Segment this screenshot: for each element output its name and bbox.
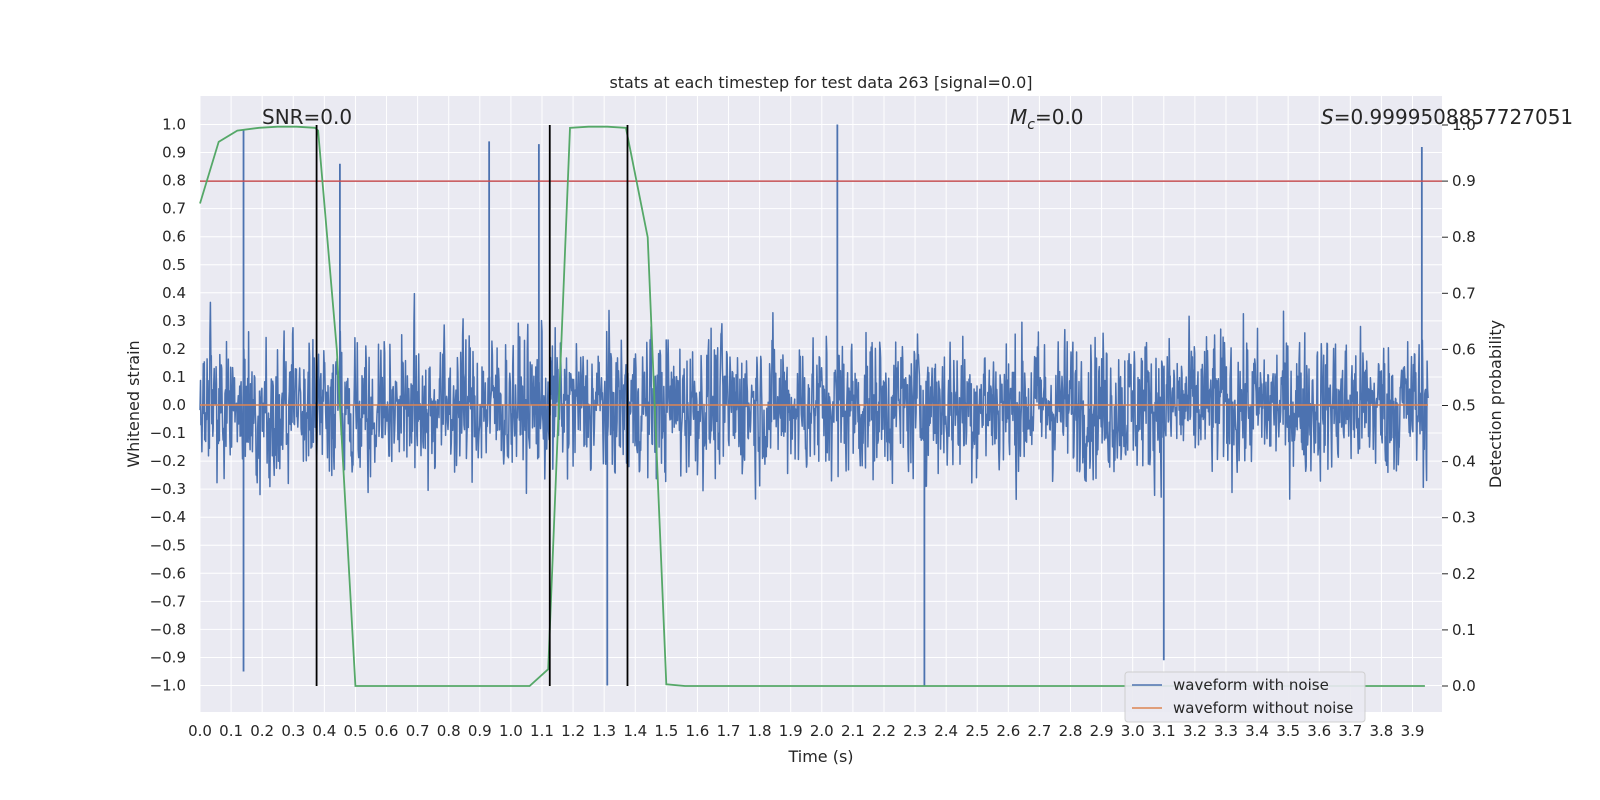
x-tick-label: 1.6 — [686, 722, 710, 740]
series-detection-probability — [199, 125, 1425, 687]
x-tick-label: 1.7 — [717, 722, 741, 740]
x-tick-label: 3.0 — [1121, 722, 1145, 740]
y2-tick-label: 0.5 — [1452, 397, 1476, 415]
s-annotation: S=0.9999508857727051 — [1321, 105, 1573, 129]
x-tick-label: 3.7 — [1338, 722, 1362, 740]
y-tick-label: −0.4 — [150, 508, 186, 526]
y-tick-label: 0.7 — [162, 200, 186, 218]
x-tick-label: 3.6 — [1307, 722, 1331, 740]
x-tick-label: 3.9 — [1401, 722, 1425, 740]
x-tick-label: 0.7 — [406, 722, 430, 740]
y2-tick-label: 0.0 — [1452, 677, 1476, 695]
x-tick-label: 0.2 — [250, 722, 274, 740]
mc-subscript: c — [1027, 117, 1035, 133]
mc-symbol: M — [1010, 105, 1027, 129]
y-tick-label: −0.7 — [150, 592, 186, 610]
legend: waveform with noise waveform without noi… — [1124, 671, 1366, 723]
x-tick-label: 3.5 — [1276, 722, 1300, 740]
x-tick-label: 0.4 — [312, 722, 336, 740]
y-tick-label: 0.5 — [162, 256, 186, 274]
legend-label-noise: waveform with noise — [1173, 676, 1329, 694]
y2-tick-label: 0.8 — [1452, 228, 1476, 246]
y-tick-label: 1.0 — [162, 116, 186, 134]
x-tick-label: 1.1 — [530, 722, 554, 740]
y2-tick-label: 0.3 — [1452, 509, 1476, 527]
x-tick-label: 2.2 — [872, 722, 896, 740]
y2-tick-label: 0.1 — [1452, 621, 1476, 639]
x-tick-label: 2.5 — [965, 722, 989, 740]
x-tick-label: 0.6 — [375, 722, 399, 740]
noise-trace — [199, 292, 1429, 501]
y-tick-label: 0.1 — [162, 368, 186, 386]
y-tick-label: −1.0 — [150, 677, 186, 695]
x-tick-label: 0.5 — [344, 722, 368, 740]
y2-tick-label: 1.0 — [1452, 116, 1476, 134]
x-axis-label: Time (s) — [787, 747, 853, 766]
x-tick-label: 3.2 — [1183, 722, 1207, 740]
y2-tick-label: 0.2 — [1452, 565, 1476, 583]
mc-annotation: Mc=0.0 — [1010, 105, 1084, 133]
x-tick-label: 2.7 — [1028, 722, 1052, 740]
y-tick-label: 0.9 — [162, 144, 186, 162]
y2-tick-label: 0.6 — [1452, 340, 1476, 358]
x-tick-label: 1.9 — [779, 722, 803, 740]
x-tick-label: 1.0 — [499, 722, 523, 740]
y2-tick-label: 0.4 — [1452, 453, 1476, 471]
x-tick-label: 2.6 — [996, 722, 1020, 740]
x-tick-label: 2.8 — [1059, 722, 1083, 740]
chart-title: stats at each timestep for test data 263… — [609, 73, 1032, 92]
x-tick-label: 2.0 — [810, 722, 834, 740]
x-tick-label: 2.3 — [903, 722, 927, 740]
y-tick-label: −0.3 — [150, 480, 186, 498]
x-tick-label: 0.9 — [468, 722, 492, 740]
legend-box — [1124, 671, 1366, 723]
snr-annotation: SNR=0.0 — [262, 105, 352, 129]
y-tick-label: 0.2 — [162, 340, 186, 358]
x-tick-label: 0.1 — [219, 722, 243, 740]
y-tick-label: −0.9 — [150, 648, 186, 666]
x-tick-label: 3.1 — [1152, 722, 1176, 740]
x-tick-label: 3.8 — [1369, 722, 1393, 740]
y-tick-label: 0.0 — [162, 396, 186, 414]
s-symbol: S — [1321, 105, 1334, 129]
y-tick-label: −0.5 — [150, 536, 186, 554]
y2-axis-ticks: 1.0 0.9 0.8 0.7 0.6 0.5 0.4 0.3 0.2 0.1 0.0 — [1442, 116, 1476, 695]
x-tick-label: 1.4 — [623, 722, 647, 740]
y-axis-label: Whitened strain — [124, 340, 143, 467]
x-tick-label: 2.1 — [841, 722, 865, 740]
y-axis-ticks: 1.0 0.9 0.8 0.7 0.6 0.5 0.4 0.3 0.2 0.1 0.0 −0.1 −0.… — [150, 116, 186, 695]
mc-value: =0.0 — [1035, 105, 1084, 129]
x-tick-label: 0.3 — [281, 722, 305, 740]
x-tick-label: 0.8 — [437, 722, 461, 740]
y2-tick-label: 0.9 — [1452, 172, 1476, 190]
s-value: =0.9999508857727051 — [1334, 105, 1573, 129]
y-tick-label: −0.8 — [150, 620, 186, 638]
x-tick-label: 3.4 — [1245, 722, 1269, 740]
y-tick-label: 0.4 — [162, 284, 186, 302]
y-tick-label: −0.1 — [150, 424, 186, 442]
y-tick-label: 0.8 — [162, 172, 186, 190]
vertical-markers — [315, 125, 629, 686]
y2-axis-label: Detection probability — [1486, 320, 1505, 488]
x-tick-label: 2.4 — [934, 722, 958, 740]
x-axis-ticks: 0.0 0.1 0.2 0.3 0.4 0.5 0.6 0.7 0.8 0.9 1.0 1.1 1.2 1… — [188, 722, 1424, 740]
y-tick-label: 0.3 — [162, 312, 186, 330]
x-tick-label: 3.3 — [1214, 722, 1238, 740]
x-tick-label: 1.8 — [748, 722, 772, 740]
y-tick-label: −0.6 — [150, 564, 186, 582]
x-tick-label: 1.3 — [592, 722, 616, 740]
x-tick-label: 1.2 — [561, 722, 585, 740]
y2-tick-label: 0.7 — [1452, 284, 1476, 302]
probability-trace — [199, 125, 1425, 687]
x-tick-label: 0.0 — [188, 722, 212, 740]
x-tick-label: 2.9 — [1090, 722, 1114, 740]
x-tick-label: 1.5 — [654, 722, 678, 740]
legend-label-clean: waveform without noise — [1173, 699, 1353, 717]
y-tick-label: −0.2 — [150, 452, 186, 470]
series-waveform-with-noise — [199, 124, 1429, 686]
y-tick-label: 0.6 — [162, 228, 186, 246]
